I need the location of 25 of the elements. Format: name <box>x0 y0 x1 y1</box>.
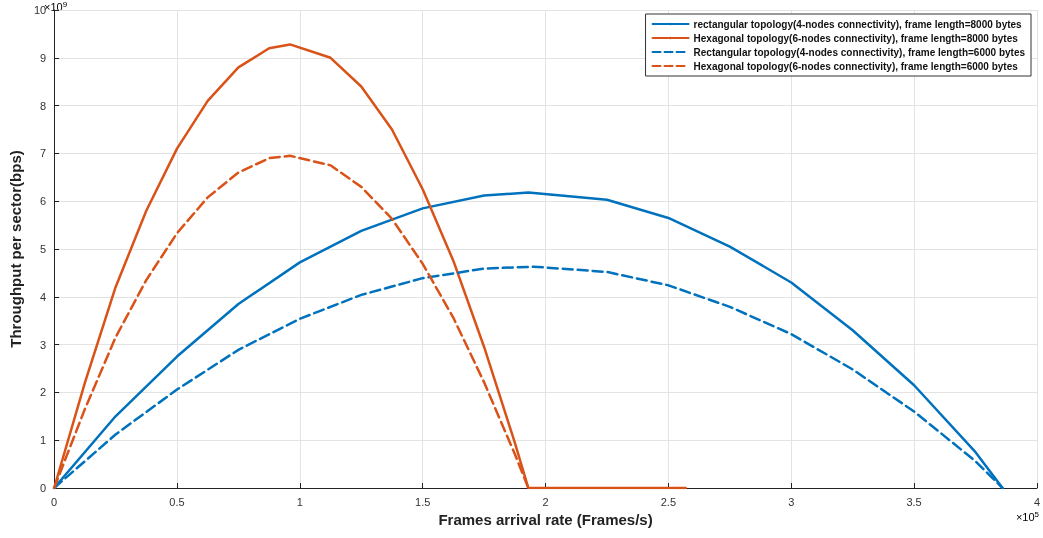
x-tick-label: 1 <box>296 495 303 508</box>
legend-label: Hexagonal topology(6-nodes connectivity), frame length=6000 bytes <box>693 60 1019 72</box>
y-axis-title: Throughput per sector(bps) <box>7 150 24 348</box>
x-tick-label: 2.5 <box>660 495 677 508</box>
y-tick-label: 7 <box>40 147 47 160</box>
x-tick-label: 0 <box>51 495 58 508</box>
legend-label: rectangular topology(4-nodes connectivity), frame length=8000 bytes <box>693 18 1023 30</box>
y-tick-label: 5 <box>40 243 47 255</box>
x-tick-label: 3 <box>788 495 795 508</box>
y-tick-label: 0 <box>40 482 47 494</box>
y-tick-label: 6 <box>40 195 47 208</box>
x-tick-label: 0.5 <box>169 495 185 508</box>
x-axis-title: Frames arrival rate (Frames/s) <box>438 511 653 528</box>
legend-label: Rectangular topology(4-nodes connectivity), frame length=6000 bytes <box>693 46 1026 58</box>
y-tick-label: 4 <box>40 290 47 303</box>
y-tick-label: 8 <box>40 99 47 112</box>
legend-label: Hexagonal topology(6-nodes connectivity), frame length=8000 bytes <box>693 32 1019 44</box>
y-tick-label: 2 <box>40 386 47 399</box>
y-tick-label: 9 <box>40 51 47 64</box>
x-tick-label: 4 <box>1033 495 1040 508</box>
x-tick-label: 1.5 <box>415 495 431 508</box>
x-tick-label: 3.5 <box>906 495 922 508</box>
x-tick-label: 2 <box>542 495 549 508</box>
y-tick-label: 1 <box>40 434 47 447</box>
y-tick-label: 3 <box>40 338 47 351</box>
